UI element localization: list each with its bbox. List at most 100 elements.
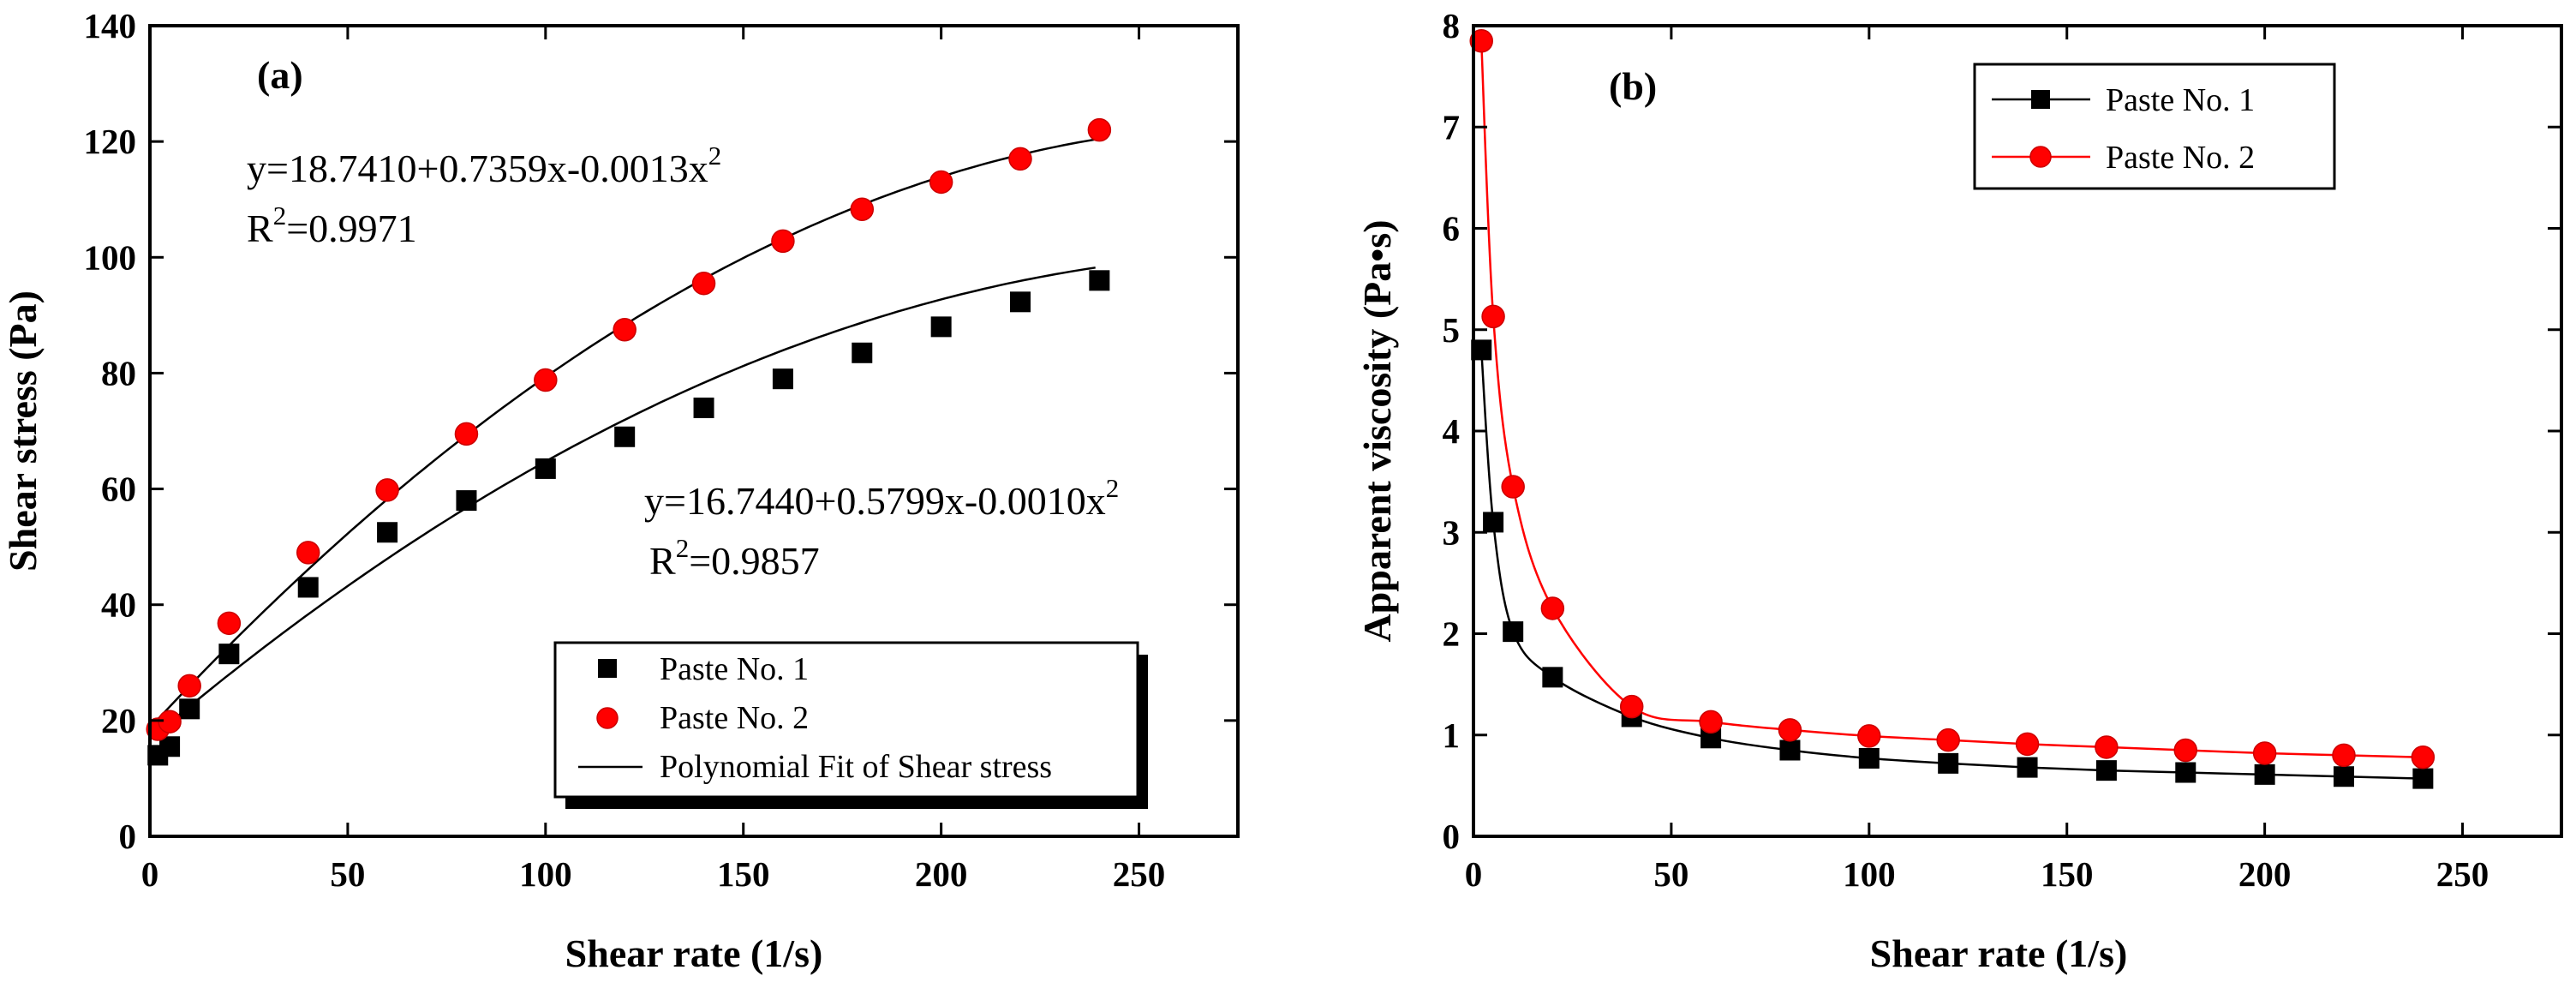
paste-1-point [1503, 621, 1524, 643]
paste-2-point [534, 368, 558, 392]
b-y-tick-label: 7 [1443, 107, 1461, 147]
paste-2-point [296, 541, 320, 565]
a-x-tick-label: 200 [915, 854, 968, 894]
paste-1-point [179, 698, 200, 720]
b-x-tick-label: 50 [1653, 854, 1688, 894]
paste-2-point [1481, 304, 1505, 329]
paste-1-fit-equation: y=16.7440+0.5799x-0.0010x2 [644, 473, 1119, 523]
b-x-tick-label: 250 [2436, 854, 2489, 894]
paste-2-r2-value: =0.9971 [286, 207, 416, 250]
legend-b-paste-2-marker [2029, 146, 2052, 168]
paste-2-point [1008, 147, 1032, 171]
panel-b-legend: Paste No. 1 Paste No. 2 [1973, 63, 2336, 190]
paste-1-point [377, 522, 398, 543]
a-y-tick-label: 80 [101, 353, 136, 392]
paste-2-point [691, 271, 716, 296]
paste-2-point [1699, 710, 1723, 734]
paste-1-point [1938, 752, 1959, 774]
panel-b-y-axis-title: Apparent viscosity (Pa•s) [1355, 219, 1399, 642]
panel-b-label: (b) [1609, 64, 1657, 108]
panel-a-data-marks [146, 117, 1112, 766]
b-y-tick-label: 6 [1443, 209, 1461, 248]
fit-curve-1 [152, 266, 1096, 737]
panel-a-legend-box [553, 641, 1139, 799]
panel-a-legend: Paste No. 1 Paste No. 2 Polynomial Fit o… [553, 641, 1148, 809]
paste-2-point [1540, 596, 1565, 620]
legend-b-paste-1-label: Paste No. 1 [2106, 82, 2255, 118]
paste-2-point [771, 229, 795, 254]
paste-2-point [1619, 694, 1644, 719]
paste-2-point [1087, 117, 1112, 142]
paste-2-point [217, 611, 242, 636]
panel-a-plot-frame [148, 24, 1240, 838]
paste-2-point [2252, 741, 2277, 765]
paste-2-equation-text: y=18.7410+0.7359x-0.0013x [247, 147, 708, 190]
b-x-tick-label: 150 [2041, 854, 2094, 894]
paste-1-point [218, 644, 240, 665]
paste-1-point [2095, 760, 2117, 781]
paste-1-point [2254, 763, 2275, 785]
legend-a-fit-label: Polynomial Fit of Shear stress [660, 749, 1052, 785]
b-y-tick-label: 0 [1443, 817, 1461, 856]
paste-2-point [2095, 735, 2119, 759]
a-x-tick-label: 0 [141, 854, 159, 894]
paste-1-equation-exponent: 2 [1106, 473, 1120, 503]
a-y-tick-label: 120 [84, 122, 137, 161]
legend-b-paste-2-label: Paste No. 2 [2106, 140, 2255, 176]
a-x-tick-label: 50 [330, 854, 365, 894]
paste-2-point [613, 318, 637, 342]
paste-1-r2-exponent: 2 [676, 533, 690, 563]
a-x-tick-label: 150 [717, 854, 770, 894]
b-y-tick-label: 5 [1443, 310, 1461, 350]
b-y-tick-label: 1 [1443, 716, 1461, 755]
panel-b-data-marks [1469, 28, 2436, 789]
b-x-tick-label: 200 [2238, 854, 2292, 894]
paste-2-point [2173, 738, 2198, 763]
a-y-tick-label: 0 [119, 817, 137, 856]
paste-1-point [1010, 291, 1031, 313]
paste-2-point [850, 197, 875, 221]
a-y-tick-label: 100 [84, 237, 137, 277]
paste-1-point [614, 426, 636, 447]
panel-b-apparent-viscosity-chart: 0 50 100 150 200 250 0 1 2 3 4 5 6 7 8 (b) Paste No. 1… [1355, 6, 2563, 975]
paste-2-point [1501, 475, 1525, 499]
paste-1-point [1779, 739, 1801, 761]
paste-2-fit-equation: y=18.7410+0.7359x-0.0013x2 [247, 141, 721, 190]
panel-b-legend-box [1973, 63, 2336, 190]
legend-b-paste-1-marker [2031, 90, 2050, 109]
paste-2-fit-r-squared: R2=0.9971 [247, 201, 417, 250]
b-y-tick-label: 2 [1443, 614, 1461, 654]
b-x-tick-label: 100 [1843, 854, 1896, 894]
a-y-tick-label: 20 [101, 701, 136, 740]
paste-2-equation-exponent: 2 [708, 141, 722, 171]
legend-a-paste-2-label: Paste No. 2 [660, 700, 809, 736]
paste-1-point [2175, 762, 2196, 783]
panel-a-label: (a) [257, 53, 303, 97]
panel-a-y-axis-title: Shear stress (Pa) [1, 290, 45, 572]
paste-2-point [1469, 28, 1493, 53]
a-x-tick-label: 250 [1113, 854, 1166, 894]
paste-2-point [2332, 743, 2356, 768]
b-y-tick-label: 3 [1443, 512, 1461, 552]
a-x-tick-label: 100 [519, 854, 572, 894]
paste-1-point [1858, 747, 1880, 769]
paste-2-r2-exponent: 2 [273, 201, 287, 231]
paste-2-point [1857, 724, 1881, 748]
paste-2-point [929, 170, 953, 195]
paste-2-point [2015, 732, 2040, 757]
panel-a-shear-stress-chart: 0 50 100 150 200 250 0 20 40 60 80 100 120 140 (a) y=… [1, 6, 1240, 975]
legend-a-paste-2-marker [596, 707, 619, 729]
paste-2-point [1778, 718, 1802, 742]
legend-a-paste-1-marker [598, 659, 617, 678]
paste-1-point [456, 490, 477, 512]
paste-1-point [772, 368, 793, 390]
paste-1-point [693, 397, 714, 418]
a-y-tick-label: 40 [101, 585, 136, 625]
paste-1-point [2412, 768, 2434, 789]
paste-2-point [454, 422, 479, 446]
b-y-tick-label: 8 [1443, 6, 1461, 45]
paste-1-point [297, 577, 319, 598]
paste-1-point [852, 342, 873, 363]
a-y-tick-label: 140 [84, 6, 137, 45]
paste-2-point [177, 674, 201, 698]
